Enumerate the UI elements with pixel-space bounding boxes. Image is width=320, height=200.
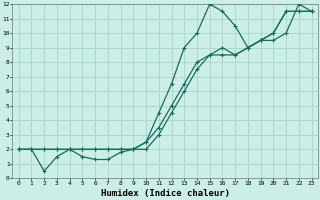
X-axis label: Humidex (Indice chaleur): Humidex (Indice chaleur) [100, 189, 230, 198]
